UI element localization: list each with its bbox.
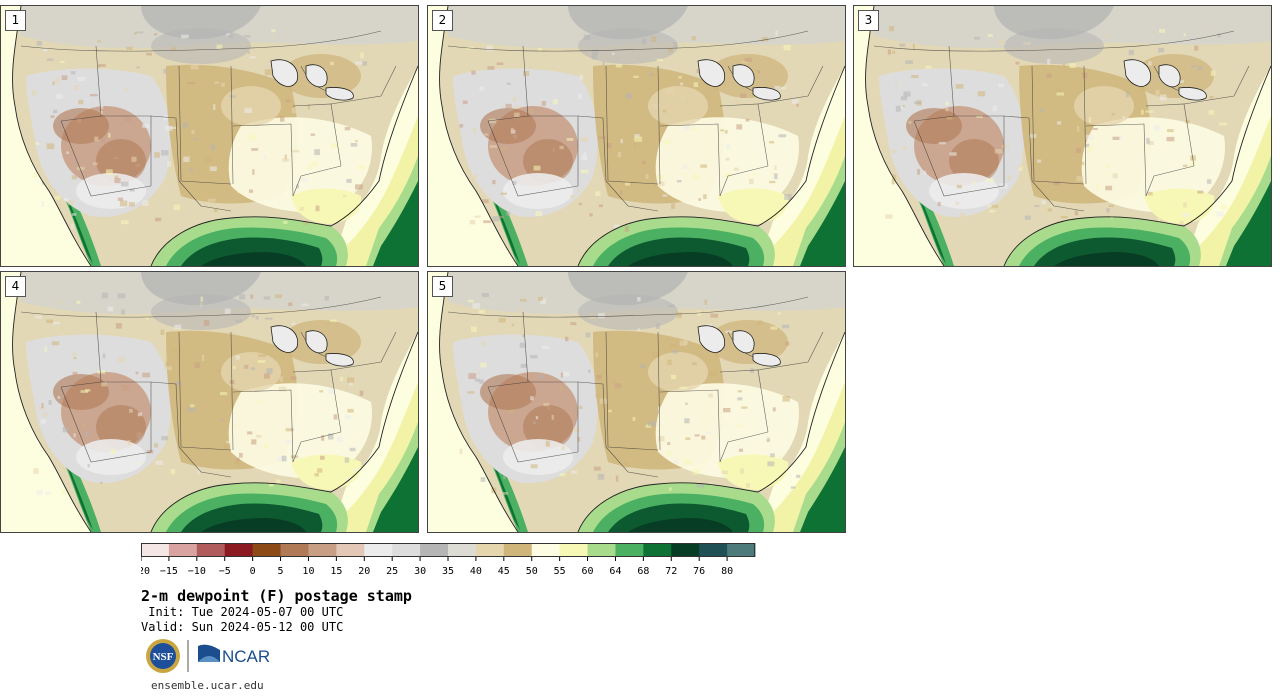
ncar-logo-text: NCAR [222,647,270,666]
colorbar-tick-label: 15 [330,566,342,577]
colorbar-tick-label: 76 [693,566,705,577]
colorbar-swatch [475,543,505,557]
valid-time: Valid: Sun 2024-05-12 00 UTC [141,620,344,634]
colorbar-swatch [615,543,644,557]
colorbar-swatch [671,543,700,557]
colorbar-tick-label: 40 [470,566,482,577]
ncar-logo: NCAR [198,644,270,666]
colorbar-swatch [699,543,728,557]
map-panel-3: 3 [853,5,1272,267]
colorbar-tick-label: 50 [526,566,538,577]
colorbar-tick-label: 80 [721,566,733,577]
colorbar-tick-label: −20 [141,566,150,577]
init-time: Init: Tue 2024-05-07 00 UTC [141,605,344,619]
nsf-logo: NSF [146,639,180,673]
colorbar-swatch [559,543,589,557]
colorbar-tick-label: 10 [302,566,314,577]
colorbar-swatch [252,543,282,557]
colorbar-tick-label: −10 [188,566,206,577]
panel-number-label: 1 [5,10,26,31]
colorbar-tick-label: 68 [637,566,649,577]
colorbar: −20 −15 −10 −5 0 5 10 15 20 25 30 35 40 45 50 55 60 64 68 7… [141,543,756,577]
colorbar-tick-label: 30 [414,566,426,577]
map-panel-4: 4 [0,271,419,533]
map-panel-5: 5 [427,271,846,533]
colorbar-tick-label: 20 [358,566,370,577]
panel-number-label: 5 [432,276,453,297]
dewpoint-map [1,272,418,532]
colorbar-swatch [531,543,561,557]
dewpoint-map [428,272,845,532]
logos: NSF NCAR [145,638,275,678]
dewpoint-map [428,6,845,266]
nsf-logo-text: NSF [153,651,174,663]
colorbar-swatch [336,543,365,557]
dewpoint-map [1,6,418,266]
colorbar-tick-label: −15 [160,566,178,577]
colorbar-tick-label: 72 [665,566,677,577]
colorbar-swatch [364,543,393,557]
colorbar-swatch [196,543,226,557]
website-url: ensemble.ucar.edu [151,679,264,692]
colorbar-swatch [141,543,170,557]
panel-number-label: 3 [858,10,879,31]
colorbar-swatch [448,543,477,557]
colorbar-tick-label: 35 [442,566,454,577]
colorbar-tick-label: 5 [278,566,284,577]
map-panel-2: 2 [427,5,846,267]
colorbar-swatch [280,543,309,557]
colorbar-swatch [308,543,337,557]
colorbar-swatch [727,543,756,557]
dewpoint-map [854,6,1271,266]
colorbar-tick-label: 55 [554,566,566,577]
colorbar-swatch [503,543,533,557]
colorbar-tick-label: 0 [250,566,256,577]
colorbar-swatch [168,543,198,557]
colorbar-swatch [587,543,616,557]
chart-title: 2-m dewpoint (F) postage stamp [141,587,412,605]
map-panel-1: 1 [0,5,419,267]
panel-number-label: 4 [5,276,26,297]
colorbar-tick-label: 25 [386,566,398,577]
panel-number-label: 2 [432,10,453,31]
colorbar-swatch [224,543,254,557]
colorbar-tick-label: 60 [582,566,594,577]
colorbar-swatch [643,543,672,557]
colorbar-tick-label: 45 [498,566,510,577]
colorbar-swatch [392,543,421,557]
colorbar-swatch [420,543,449,557]
colorbar-tick-label: −5 [219,566,231,577]
colorbar-tick-label: 64 [609,566,621,577]
